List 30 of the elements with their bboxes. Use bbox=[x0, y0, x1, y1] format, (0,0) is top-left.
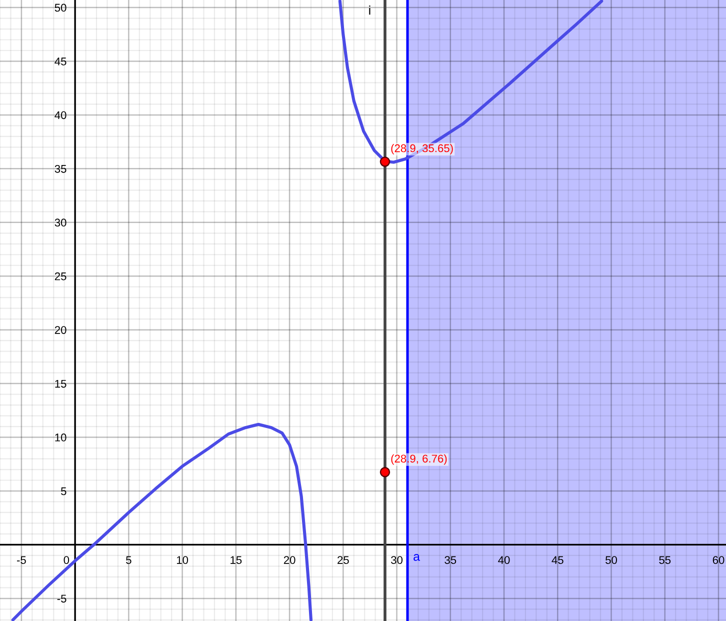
y-tick-label: 30 bbox=[54, 218, 66, 227]
y-tick-label: 50 bbox=[54, 4, 66, 12]
data-label: (28.9, 35.65) bbox=[391, 144, 453, 154]
ref-line-label: i bbox=[369, 6, 370, 15]
x-tick-label: 10 bbox=[176, 556, 188, 564]
data-label: (28.9, 6.76) bbox=[391, 454, 447, 465]
y-tick-label: 45 bbox=[54, 58, 66, 66]
y-tick-label: 25 bbox=[54, 272, 66, 280]
x-tick-label: 30 bbox=[391, 556, 403, 564]
x-tick-label: 60 bbox=[712, 556, 724, 564]
y-tick-label: -5 bbox=[57, 594, 66, 603]
y-tick-label: 40 bbox=[54, 111, 66, 120]
y-tick-label: 5 bbox=[61, 487, 66, 496]
x-tick-label: 40 bbox=[498, 556, 510, 564]
x-tick-label: 50 bbox=[606, 556, 617, 564]
x-tick-label: 5 bbox=[126, 556, 132, 564]
x-tick-label: 55 bbox=[659, 556, 671, 564]
x-tick-label: 20 bbox=[284, 556, 296, 564]
x-tick-label: 25 bbox=[338, 556, 349, 564]
x-tick-label: 0 bbox=[64, 556, 70, 564]
x-tick-label: 45 bbox=[552, 556, 564, 564]
x-tick-label: 35 bbox=[444, 556, 456, 564]
y-tick-label: 10 bbox=[55, 434, 66, 442]
y-tick-label: 20 bbox=[54, 326, 66, 334]
y-tick-label: 35 bbox=[54, 164, 66, 173]
x-tick-label: -5 bbox=[17, 556, 26, 564]
ref-line-label: a bbox=[414, 554, 420, 561]
line-series bbox=[11, 422, 313, 621]
y-tick-label: 15 bbox=[55, 380, 66, 388]
x-tick-label: 15 bbox=[230, 556, 242, 564]
